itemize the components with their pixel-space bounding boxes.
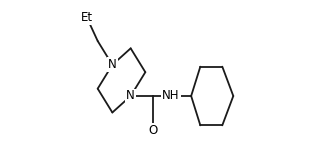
Text: N: N <box>126 90 135 103</box>
Text: N: N <box>108 58 117 71</box>
Text: Et: Et <box>81 11 93 24</box>
Text: NH: NH <box>162 90 180 103</box>
Text: O: O <box>148 124 157 137</box>
